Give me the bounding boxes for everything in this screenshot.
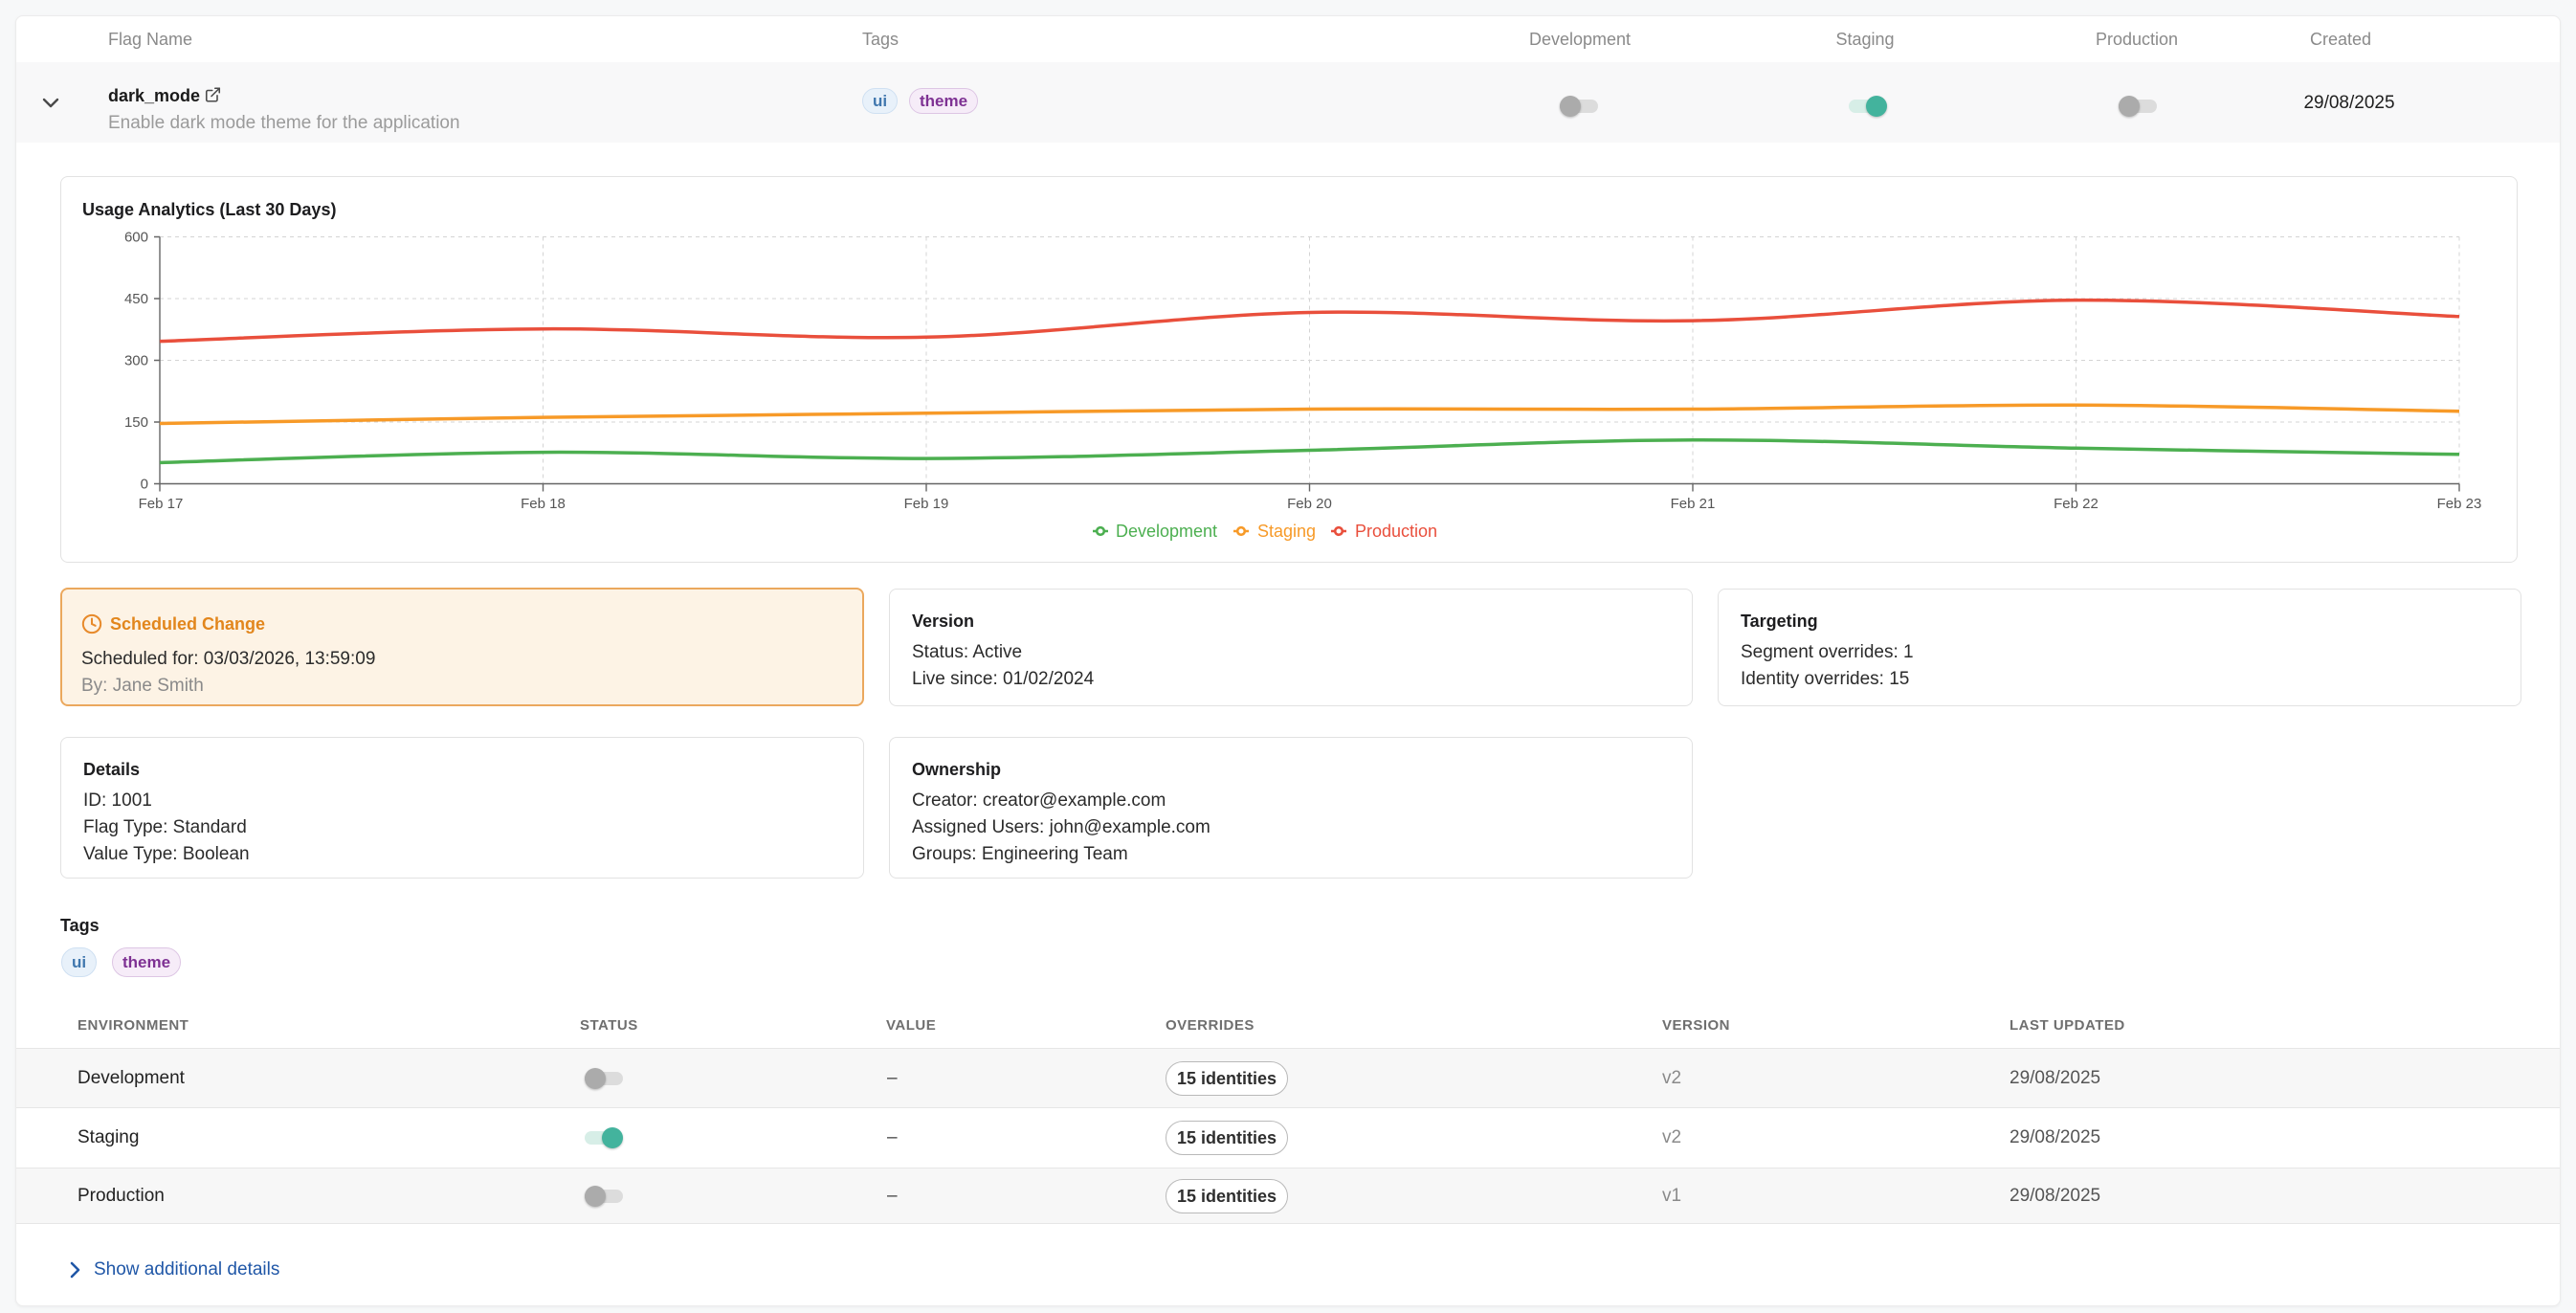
- svg-text:Production: Production: [1355, 522, 1437, 541]
- svg-text:Feb 17: Feb 17: [139, 496, 184, 512]
- svg-text:Feb 19: Feb 19: [904, 496, 949, 512]
- svg-text:Feb 21: Feb 21: [1671, 496, 1716, 512]
- svg-text:150: 150: [124, 414, 148, 431]
- svg-text:Feb 23: Feb 23: [2437, 496, 2482, 512]
- svg-text:450: 450: [124, 291, 148, 307]
- svg-text:Feb 20: Feb 20: [1287, 496, 1332, 512]
- svg-text:Feb 18: Feb 18: [521, 496, 566, 512]
- svg-text:0: 0: [141, 477, 148, 493]
- svg-text:300: 300: [124, 353, 148, 369]
- svg-text:Development: Development: [1116, 522, 1217, 541]
- svg-text:600: 600: [124, 230, 148, 246]
- svg-text:Staging: Staging: [1257, 522, 1316, 541]
- svg-text:Feb 22: Feb 22: [2054, 496, 2099, 512]
